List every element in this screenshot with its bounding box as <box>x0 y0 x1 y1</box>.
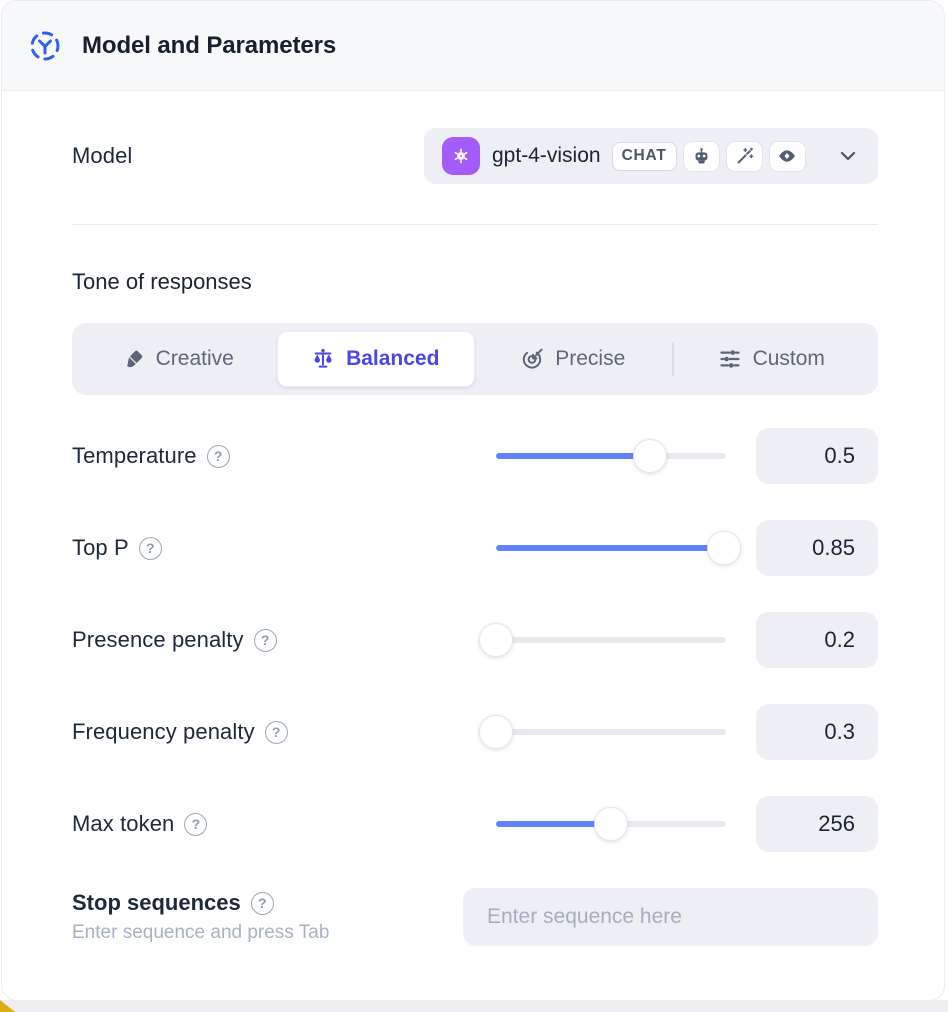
slider-thumb[interactable] <box>479 715 513 749</box>
help-icon[interactable]: ? <box>253 628 277 652</box>
section-divider <box>72 224 878 225</box>
top-p-row: Top P ? 0.85 <box>72 520 878 576</box>
temperature-row: Temperature ? 0.5 <box>72 428 878 484</box>
tone-option-custom[interactable]: Custom <box>674 331 871 387</box>
agent-robot-icon <box>682 140 720 172</box>
model-row: Model gpt-4-vision CH <box>72 128 878 184</box>
tone-option-label: Custom <box>752 347 825 370</box>
help-icon[interactable]: ? <box>264 720 288 744</box>
slider-thumb[interactable] <box>633 439 668 473</box>
model-label: Model <box>72 143 133 168</box>
max-token-slider[interactable] <box>496 807 726 841</box>
panel-header: Model and Parameters <box>2 1 944 91</box>
slider-thumb[interactable] <box>706 531 741 565</box>
stop-sequences-helper-text: Enter sequence and press Tab <box>72 922 330 943</box>
panel-body: Model gpt-4-vision CH <box>2 128 944 946</box>
help-icon[interactable]: ? <box>250 891 274 915</box>
slider-thumb[interactable] <box>479 623 513 657</box>
help-icon[interactable]: ? <box>138 536 162 560</box>
presence-penalty-value[interactable]: 0.2 <box>756 612 878 668</box>
model-type-badge: CHAT <box>611 141 677 171</box>
vision-eye-icon <box>768 140 806 172</box>
selected-model-name: gpt-4-vision <box>492 144 601 167</box>
openai-logo-icon <box>442 137 480 175</box>
slider-fill <box>496 545 724 551</box>
slider-track <box>496 545 726 551</box>
temperature-value[interactable]: 0.5 <box>756 428 878 484</box>
tone-option-creative[interactable]: Creative <box>80 331 277 387</box>
top-p-value[interactable]: 0.85 <box>756 520 878 576</box>
slider-track <box>496 453 726 459</box>
panel-title: Model and Parameters <box>82 31 337 59</box>
model-select-dropdown[interactable]: gpt-4-vision CHAT <box>424 128 878 184</box>
slider-track <box>496 729 726 735</box>
sliders-icon <box>719 348 741 370</box>
frequency-penalty-row: Frequency penalty ? 0.3 <box>72 704 878 760</box>
tone-option-balanced[interactable]: Balanced <box>276 331 475 387</box>
ai-model-icon <box>28 29 62 63</box>
tone-option-precise[interactable]: Precise <box>475 331 672 387</box>
balance-scale-icon <box>312 348 334 370</box>
tone-option-label: Balanced <box>346 347 440 370</box>
slider-fill <box>496 821 611 827</box>
frequency-penalty-slider[interactable] <box>479 715 726 749</box>
tone-option-label: Creative <box>155 347 234 370</box>
tone-section-heading: Tone of responses <box>72 269 252 294</box>
tone-option-label: Precise <box>555 347 626 370</box>
tone-segmented-control: Creative Balanced <box>72 323 878 395</box>
help-icon[interactable]: ? <box>184 812 208 836</box>
max-token-value[interactable]: 256 <box>756 796 878 852</box>
paintbrush-icon <box>123 349 144 370</box>
target-icon <box>521 348 543 370</box>
page-background-strip <box>0 1000 948 1012</box>
temperature-slider[interactable] <box>496 439 726 473</box>
corner-accent-shape <box>0 1000 15 1012</box>
stop-sequences-label: Stop sequences <box>72 890 241 915</box>
slider-fill <box>496 453 651 459</box>
top-p-slider[interactable] <box>496 531 741 565</box>
max-token-row: Max token ? 256 <box>72 796 878 852</box>
segment-divider <box>671 342 674 376</box>
stop-sequence-input[interactable] <box>463 888 878 946</box>
presence-penalty-row: Presence penalty ? 0.2 <box>72 612 878 668</box>
parameter-label: Presence penalty <box>72 627 244 652</box>
chevron-down-icon <box>840 151 860 161</box>
parameter-label: Temperature <box>72 443 197 468</box>
magic-wand-icon <box>725 140 763 172</box>
slider-track <box>496 637 726 643</box>
stop-sequences-row: Stop sequences ? Enter sequence and pres… <box>72 888 878 946</box>
presence-penalty-slider[interactable] <box>479 623 726 657</box>
frequency-penalty-value[interactable]: 0.3 <box>756 704 878 760</box>
parameter-label: Max token <box>72 811 175 836</box>
slider-thumb[interactable] <box>594 807 628 841</box>
parameter-label: Frequency penalty <box>72 719 255 744</box>
help-icon[interactable]: ? <box>206 444 230 468</box>
parameter-label: Top P <box>72 535 129 560</box>
